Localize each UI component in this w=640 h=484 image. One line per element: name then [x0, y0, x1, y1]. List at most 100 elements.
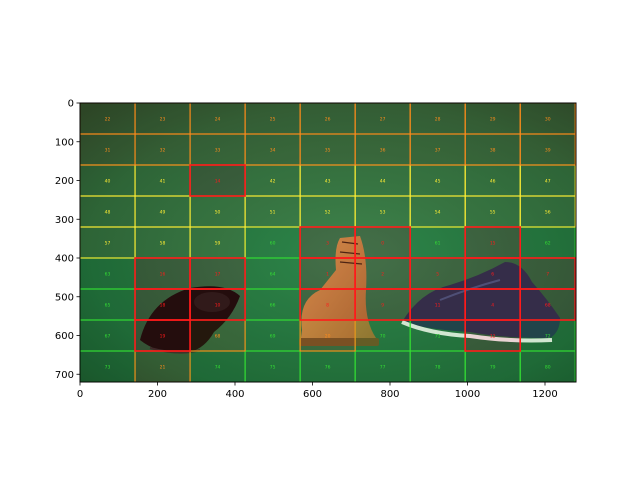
grid-cell-label: 57 [105, 241, 111, 247]
x-tick-label: 200 [148, 389, 167, 400]
grid-cell-fill [520, 289, 576, 320]
grid-cell-fill [410, 196, 466, 227]
grid-cell-label: 42 [270, 179, 276, 185]
grid-cell-label: 0 [381, 241, 384, 247]
grid-cell-fill [80, 196, 136, 227]
grid-cell-label: 16 [160, 272, 166, 278]
grid-cell-fill [520, 320, 576, 351]
grid-cell-label: 54 [435, 210, 441, 216]
grid-cell-label: 70 [380, 334, 386, 340]
grid-cell-label: 18 [160, 303, 166, 309]
grid-cell-label: 39 [545, 148, 551, 154]
grid-cell-fill [245, 258, 301, 289]
grid-cell-fill [190, 351, 246, 382]
grid-cell-label: 49 [160, 210, 166, 216]
grid-cell-label: 4 [491, 303, 494, 309]
grid-cell-fill [245, 103, 301, 134]
grid-cell-border [519, 133, 576, 166]
grid-cell-label: 20 [325, 334, 331, 340]
grid-cell-label: 68 [215, 334, 221, 340]
y-tick-label: 200 [55, 176, 74, 187]
grid-cell-fill [465, 227, 521, 258]
grid-cell-label: 50 [215, 210, 221, 216]
grid-cell-label: 27 [380, 117, 386, 123]
grid-cell-border [189, 288, 246, 321]
grid-cell-fill [520, 258, 576, 289]
grid-cell-label: 62 [545, 241, 551, 247]
grid-cell-label: 26 [325, 117, 331, 123]
y-tick-label: 400 [55, 254, 74, 265]
grid-cell-label: 68 [545, 303, 551, 309]
grid-cell-label: 69 [270, 334, 276, 340]
grid-cell-fill [355, 289, 411, 320]
grid-cell-fill [190, 196, 246, 227]
grid-cell-border [464, 319, 521, 352]
x-tick-label: 800 [380, 389, 399, 400]
grid-cell-fill [190, 258, 246, 289]
grid-cell-label: 40 [105, 179, 111, 185]
grid-cell-label: 43 [325, 179, 331, 185]
grid-cell-label: 74 [215, 365, 221, 371]
grid-cell-label: 58 [160, 241, 166, 247]
grid-cell-fill [465, 258, 521, 289]
grid-cell-label: 72 [545, 334, 551, 340]
grid-cell-label: 79 [490, 365, 496, 371]
grid-cell-fill [465, 351, 521, 382]
grid-cell-fill [465, 165, 521, 196]
grid-cell-fill [300, 196, 356, 227]
grid-cell-label: 7 [546, 272, 549, 278]
grid-cell-fill [410, 103, 466, 134]
grid-cell-label: 38 [490, 148, 496, 154]
grid-cell-fill [190, 165, 246, 196]
grid-cell-fill [520, 196, 576, 227]
grid-cell-fill [135, 134, 191, 165]
grid-cell-label: 47 [545, 179, 551, 185]
grid-cell-fill [135, 289, 191, 320]
grid-cell-label: 22 [105, 117, 111, 123]
grid-cell-label: 12 [490, 334, 496, 340]
grid-cell-fill [245, 227, 301, 258]
grid-cell-label: 36 [380, 148, 386, 154]
x-axis: 0 200 400 600 800 1000 1200 [77, 382, 558, 400]
grid-cell-fill [80, 134, 136, 165]
grid-cell-label: 60 [270, 241, 276, 247]
grid-cell-fill [80, 165, 136, 196]
grid-cell-fill [190, 320, 246, 351]
grid-cell-fill [410, 258, 466, 289]
grid-cell-border [519, 350, 576, 382]
grid-cell-label: 48 [105, 210, 111, 216]
grid-cell-fill [135, 196, 191, 227]
grid-cell-fill [465, 134, 521, 165]
grid-cell-fill [245, 351, 301, 382]
grid-cell-fill [300, 134, 356, 165]
grid-cell-fill [355, 196, 411, 227]
grid-cell-fill [300, 103, 356, 134]
grid-cell-fill [410, 320, 466, 351]
y-tick-label: 100 [55, 137, 74, 148]
grid-cell-label: 35 [325, 148, 331, 154]
y-axis: 0 100 200 300 400 500 600 700 [55, 99, 80, 381]
grid-cell-fill [410, 134, 466, 165]
grid-cell-label: 64 [270, 272, 276, 278]
grid-cell-fill [135, 351, 191, 382]
grid-cell-fill [520, 103, 576, 134]
grid-cell-fill [300, 289, 356, 320]
grid-cell-label: 8 [326, 303, 329, 309]
grid-cell-label: 5 [436, 272, 439, 278]
grid-cell-fill [245, 320, 301, 351]
grid-cell-fill [300, 258, 356, 289]
grid-cell-label: 45 [435, 179, 441, 185]
grid-cell-label: 59 [215, 241, 221, 247]
grid-cell-fill [245, 196, 301, 227]
grid-cell-label: 75 [270, 365, 276, 371]
grid-cell-label: 71 [435, 334, 441, 340]
grid-cell-fill [410, 351, 466, 382]
grid-cell-fill [355, 165, 411, 196]
grid-cell-fill [465, 196, 521, 227]
grid-cell-label: 46 [490, 179, 496, 185]
grid-cell-label: 24 [215, 117, 221, 123]
grid-cell-fill [410, 227, 466, 258]
axes-frame [79, 102, 577, 383]
